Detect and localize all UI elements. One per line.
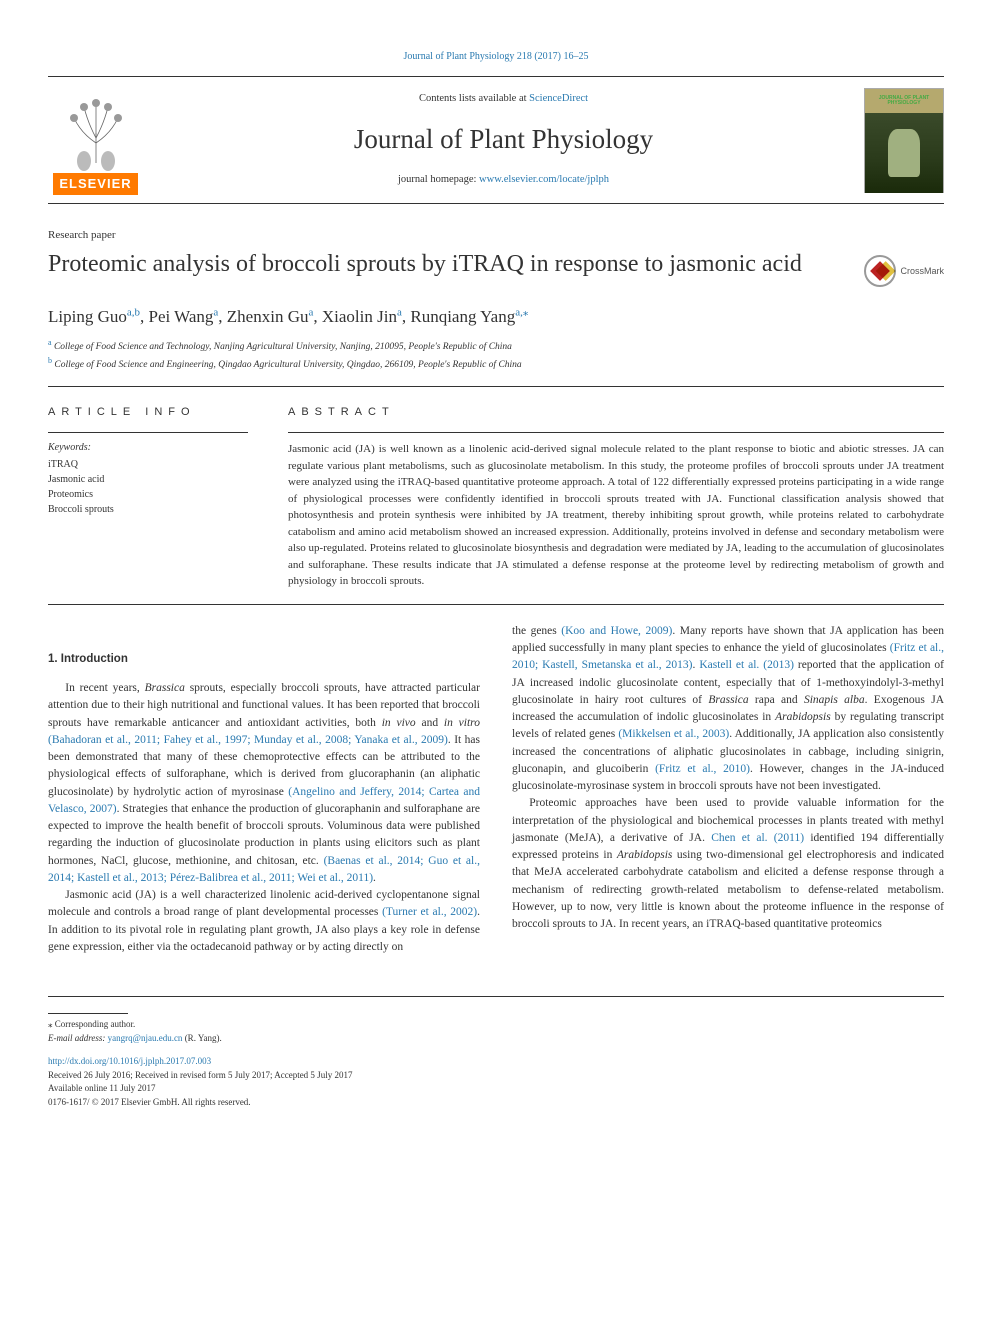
email-link[interactable]: yangrq@njau.edu.cn (108, 1033, 183, 1043)
intro-para-3: Proteomic approaches have been used to p… (512, 795, 944, 933)
author-name: Zhenxin Gu (227, 307, 309, 326)
article-info-block: ARTICLE INFO Keywords: iTRAQJasmonic aci… (48, 405, 248, 590)
publisher-logo: ELSEVIER (48, 85, 143, 195)
journal-header: ELSEVIER Contents lists available at Sci… (48, 76, 944, 204)
divider (288, 432, 944, 433)
email-label: E-mail address: (48, 1033, 108, 1043)
article-info-heading: ARTICLE INFO (48, 405, 248, 420)
abstract-heading: ABSTRACT (288, 405, 944, 420)
section-heading-intro: 1. Introduction (48, 651, 480, 668)
article-type: Research paper (48, 228, 944, 243)
cover-image-icon (865, 113, 943, 193)
citation-header: Journal of Plant Physiology 218 (2017) 1… (48, 50, 944, 64)
contents-line: Contents lists available at ScienceDirec… (155, 92, 852, 107)
divider (48, 432, 248, 433)
divider (48, 604, 944, 605)
body-two-column: 1. Introduction In recent years, Brassic… (48, 623, 944, 956)
author-name: Pei Wang (149, 307, 214, 326)
cover-title: JOURNAL OF PLANT PHYSIOLOGY (865, 96, 943, 106)
affiliations: a College of Food Science and Technology… (48, 337, 944, 372)
crossmark-icon (864, 255, 896, 287)
homepage-link[interactable]: www.elsevier.com/locate/jplph (479, 174, 609, 185)
keyword-item: iTRAQ (48, 457, 248, 472)
received-line: Received 26 July 2016; Received in revis… (48, 1069, 944, 1083)
abstract-text: Jasmonic acid (JA) is well known as a li… (288, 441, 944, 590)
author-affiliation-marker: a,b (127, 307, 140, 319)
homepage-prefix: journal homepage: (398, 174, 479, 185)
journal-title: Journal of Plant Physiology (155, 121, 852, 159)
intro-para-2: Jasmonic acid (JA) is a well characteriz… (48, 887, 480, 956)
sciencedirect-link[interactable]: ScienceDirect (529, 93, 588, 104)
email-line: E-mail address: yangrq@njau.edu.cn (R. Y… (48, 1032, 944, 1046)
author-name: Runqiang Yang (410, 307, 515, 326)
copyright-line: 0176-1617/ © 2017 Elsevier GmbH. All rig… (48, 1096, 944, 1110)
footer-block: ⁎ Corresponding author. E-mail address: … (48, 996, 944, 1109)
crossmark-label: CrossMark (900, 265, 944, 278)
homepage-line: journal homepage: www.elsevier.com/locat… (155, 173, 852, 188)
article-title: Proteomic analysis of broccoli sprouts b… (48, 249, 864, 279)
intro-para-2b: the genes (Koo and Howe, 2009). Many rep… (512, 623, 944, 796)
affiliation-line: b College of Food Science and Engineerin… (48, 355, 944, 372)
author-affiliation-marker: a (397, 307, 402, 319)
journal-cover-thumb: JOURNAL OF PLANT PHYSIOLOGY (864, 88, 944, 193)
authors-line: Liping Guoa,b, Pei Wanga, Zhenxin Gua, X… (48, 305, 944, 329)
elsevier-tree-icon (56, 93, 136, 171)
affiliation-label: a (48, 338, 52, 347)
author-name: Xiaolin Jin (322, 307, 397, 326)
crossmark-widget[interactable]: CrossMark (864, 255, 944, 287)
keyword-item: Jasmonic acid (48, 472, 248, 487)
abstract-block: ABSTRACT Jasmonic acid (JA) is well know… (288, 405, 944, 590)
intro-para-1: In recent years, Brassica sprouts, espec… (48, 680, 480, 887)
available-line: Available online 11 July 2017 (48, 1082, 944, 1096)
keyword-item: Proteomics (48, 487, 248, 502)
citation-link[interactable]: Journal of Plant Physiology 218 (2017) 1… (404, 51, 589, 62)
footnote-rule (48, 1013, 128, 1014)
author-affiliation-marker: a (308, 307, 313, 319)
publisher-name: ELSEVIER (53, 173, 137, 195)
keywords-head: Keywords: (48, 441, 248, 455)
affiliation-line: a College of Food Science and Technology… (48, 337, 944, 354)
corresponding-author: ⁎ Corresponding author. (48, 1018, 944, 1032)
author-affiliation-marker: a,⁎ (515, 307, 528, 319)
doi-link[interactable]: http://dx.doi.org/10.1016/j.jplph.2017.0… (48, 1056, 211, 1066)
author-name: Liping Guo (48, 307, 127, 326)
email-suffix: (R. Yang). (182, 1033, 221, 1043)
keyword-item: Broccoli sprouts (48, 502, 248, 517)
affiliation-label: b (48, 356, 52, 365)
author-affiliation-marker: a (213, 307, 218, 319)
divider (48, 386, 944, 387)
contents-prefix: Contents lists available at (419, 93, 529, 104)
keywords-list: iTRAQJasmonic acidProteomicsBroccoli spr… (48, 457, 248, 517)
